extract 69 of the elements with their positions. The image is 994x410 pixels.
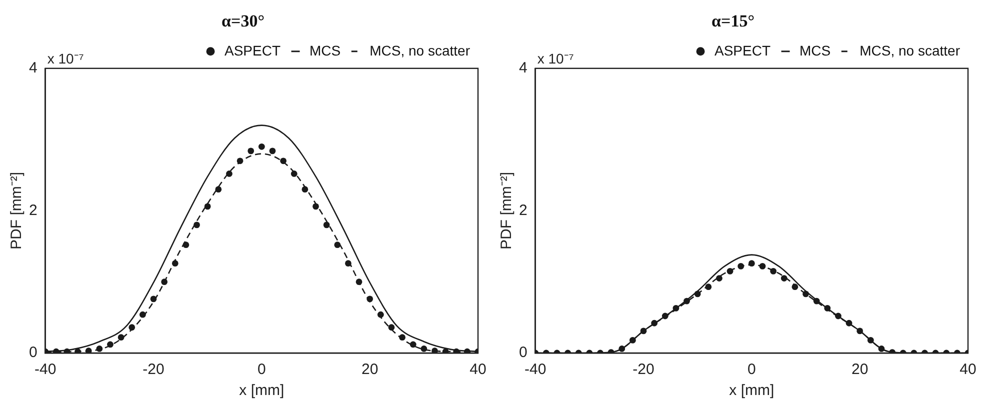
- x-tick-label: 0: [258, 361, 266, 378]
- y-tick-label: 4: [519, 60, 528, 77]
- point: [118, 334, 124, 341]
- y-tick-label: 0: [29, 344, 38, 362]
- legend-label: ASPECT: [224, 42, 281, 58]
- point: [388, 324, 395, 331]
- x-tick-label: 40: [960, 361, 976, 378]
- y-axis-title: PDF [mm⁻²]: [498, 172, 516, 250]
- y-axis-title: PDF [mm⁻²]: [8, 172, 26, 250]
- point: [290, 170, 298, 177]
- x-tick-label: -20: [632, 361, 654, 378]
- legend-label: ASPECT: [714, 42, 771, 58]
- point: [258, 143, 265, 150]
- point: [215, 186, 222, 193]
- legend-label: MCS, no scatter: [860, 42, 960, 58]
- x-tick-label: -20: [142, 361, 164, 378]
- point: [432, 348, 438, 353]
- x-tick-label: 40: [470, 361, 486, 378]
- chart-title: α=30°: [222, 12, 264, 31]
- point: [248, 148, 254, 154]
- x-axis-title: x [mm]: [239, 382, 284, 400]
- point: [64, 348, 70, 353]
- point: [280, 158, 287, 164]
- legend-label: MCS: [310, 42, 341, 58]
- point: [226, 170, 232, 177]
- point: [356, 278, 362, 286]
- point: [399, 334, 406, 341]
- point: [464, 348, 470, 353]
- point: [442, 348, 449, 353]
- x-tick-label: 20: [361, 361, 378, 378]
- x-tick-label: 20: [851, 361, 868, 378]
- point: [420, 346, 428, 352]
- point: [194, 222, 200, 228]
- y-tick-label: 0: [519, 344, 528, 362]
- x-tick-label: -40: [34, 361, 56, 378]
- point: [236, 158, 244, 164]
- point: [161, 278, 168, 286]
- point: [85, 348, 92, 353]
- text: x 10⁻⁷: [47, 50, 84, 66]
- point: [334, 242, 341, 248]
- point: [74, 348, 81, 353]
- legend-label: MCS, no scatter: [370, 42, 470, 58]
- point: [204, 203, 211, 210]
- point: [323, 222, 330, 228]
- point: [269, 148, 276, 154]
- legend-label: MCS: [800, 42, 831, 58]
- point: [128, 324, 136, 331]
- point: [182, 242, 190, 248]
- point: [139, 311, 146, 318]
- point: [96, 346, 103, 352]
- point: [345, 260, 352, 267]
- point: [107, 341, 114, 348]
- point: [410, 341, 416, 348]
- x-tick-label: 0: [748, 361, 756, 378]
- point: [453, 348, 460, 353]
- point: [377, 311, 384, 318]
- y-tick-label: 4: [29, 60, 38, 77]
- x-axis-title: x [mm]: [729, 382, 774, 400]
- point: [312, 203, 319, 210]
- y-tick-label: 2: [519, 202, 528, 219]
- point: [150, 296, 157, 302]
- y-tick-label: 2: [29, 202, 38, 219]
- x-tick-label: -40: [524, 361, 546, 378]
- point: [52, 348, 60, 353]
- point: [302, 186, 308, 193]
- point: [366, 296, 374, 302]
- text: x 10⁻⁷: [537, 50, 574, 66]
- point: [172, 260, 178, 267]
- chart-title: α=15°: [712, 12, 754, 31]
